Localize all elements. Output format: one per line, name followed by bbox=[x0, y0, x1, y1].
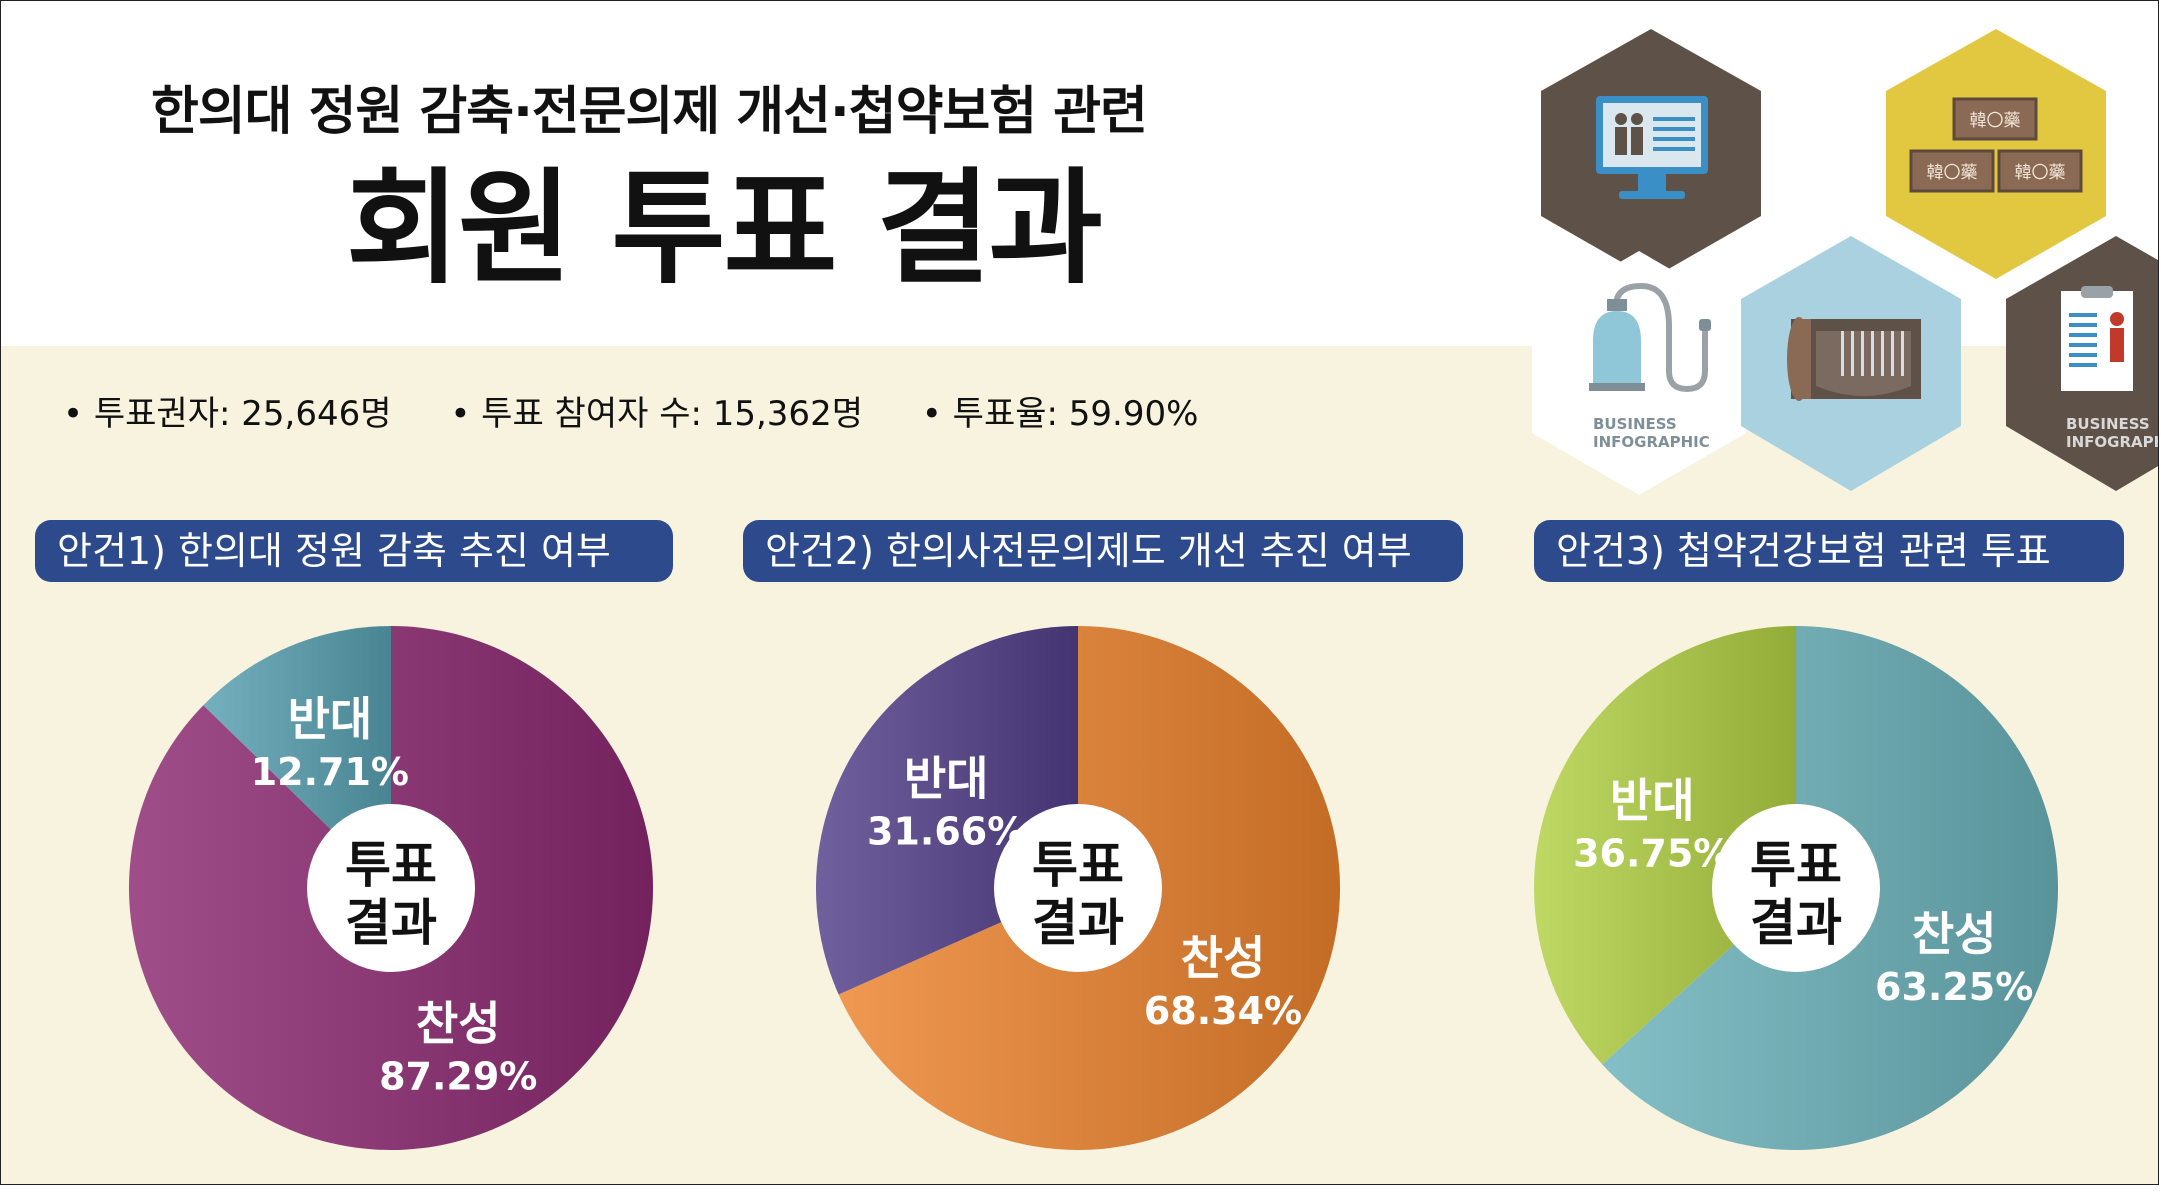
cupping-icon-hex: BUSINESS INFOGRAPHIC bbox=[1532, 251, 1746, 495]
pie-slice-oppose bbox=[1534, 626, 1796, 1065]
center-label-line1: 투표 bbox=[345, 836, 437, 894]
slice-value-approve: 87.29% bbox=[379, 1054, 537, 1098]
agenda-2-banner: 안건2) 한의사전문의제도 개선 추진 여부 bbox=[743, 520, 1463, 582]
agenda-3-banner: 안건3) 첩약건강보험 관련 투표 bbox=[1534, 520, 2124, 582]
center-circle bbox=[307, 804, 475, 972]
slice-label-oppose: 반대 bbox=[904, 751, 989, 805]
monitor-icon-hex bbox=[1541, 29, 1761, 279]
slice-label-approve: 찬성 bbox=[1181, 931, 1266, 985]
slice-value-approve: 63.25% bbox=[1875, 965, 2033, 1009]
slice-label-oppose: 반대 bbox=[288, 692, 373, 746]
center-label-line1: 투표 bbox=[1032, 836, 1124, 894]
stat-participants: • 투표 참여자 수: 15,362명 bbox=[450, 394, 863, 434]
pie-chart-agenda-2: 찬성 68.34% 반대 31.66% 투표 결과 bbox=[813, 623, 1343, 1153]
slice-value-approve: 68.34% bbox=[1144, 989, 1302, 1033]
stamp-icon-hex: 韓〇藥 韓〇藥 韓〇藥 bbox=[1886, 29, 2106, 279]
slice-label-oppose: 반대 bbox=[1610, 773, 1695, 827]
center-label-line2: 결과 bbox=[345, 894, 437, 952]
subtitle: 한의대 정원 감축·전문의제 개선·첩약보험 관련 bbox=[151, 82, 1148, 142]
agenda-1-banner: 안건1) 한의대 정원 감축 추진 여부 bbox=[35, 520, 673, 582]
center-label-line2: 결과 bbox=[1750, 894, 1842, 952]
pie-chart-agenda-1: 찬성 87.29% 반대 12.71% 투표 결과 bbox=[126, 623, 656, 1153]
svg-text:韓〇藥: 韓〇藥 bbox=[1927, 163, 1978, 183]
hex-decoration: 韓〇藥 韓〇藥 韓〇藥 BUSINESS INFOGRAPHIC bbox=[1532, 29, 2159, 495]
slice-value-oppose: 31.66% bbox=[867, 809, 1025, 853]
center-label-line1: 투표 bbox=[1750, 836, 1842, 894]
svg-text:INFOGRAPHI: INFOGRAPHI bbox=[2066, 433, 2159, 451]
clipboard-icon-hex: BUSINESS INFOGRAPHI bbox=[2006, 236, 2159, 491]
stat-turnout: • 투표율: 59.90% bbox=[921, 394, 1199, 434]
acupuncture-icon-hex bbox=[1741, 236, 1961, 491]
center-circle bbox=[994, 804, 1162, 972]
center-circle bbox=[1712, 804, 1880, 972]
svg-text:BUSINESS: BUSINESS bbox=[1593, 415, 1677, 433]
svg-text:BUSINESS: BUSINESS bbox=[2066, 415, 2150, 433]
slice-label-approve: 찬성 bbox=[1912, 907, 1997, 961]
slice-label-approve: 찬성 bbox=[416, 996, 501, 1050]
svg-text:韓〇藥: 韓〇藥 bbox=[2015, 163, 2066, 183]
svg-text:INFOGRAPHIC: INFOGRAPHIC bbox=[1593, 433, 1710, 451]
stat-eligible-voters: • 투표권자: 25,646명 bbox=[63, 394, 392, 434]
pie-chart-agenda-3: 찬성 63.25% 반대 36.75% 투표 결과 bbox=[1531, 623, 2061, 1153]
svg-text:韓〇藥: 韓〇藥 bbox=[1970, 111, 2021, 131]
page-title: 회원 투표 결과 bbox=[346, 157, 1103, 301]
slice-value-oppose: 12.71% bbox=[251, 750, 409, 794]
vote-stats: • 투표권자: 25,646명 • 투표 참여자 수: 15,362명 • 투표… bbox=[63, 386, 1246, 435]
slice-value-oppose: 36.75% bbox=[1573, 831, 1731, 875]
center-label-line2: 결과 bbox=[1032, 894, 1124, 952]
